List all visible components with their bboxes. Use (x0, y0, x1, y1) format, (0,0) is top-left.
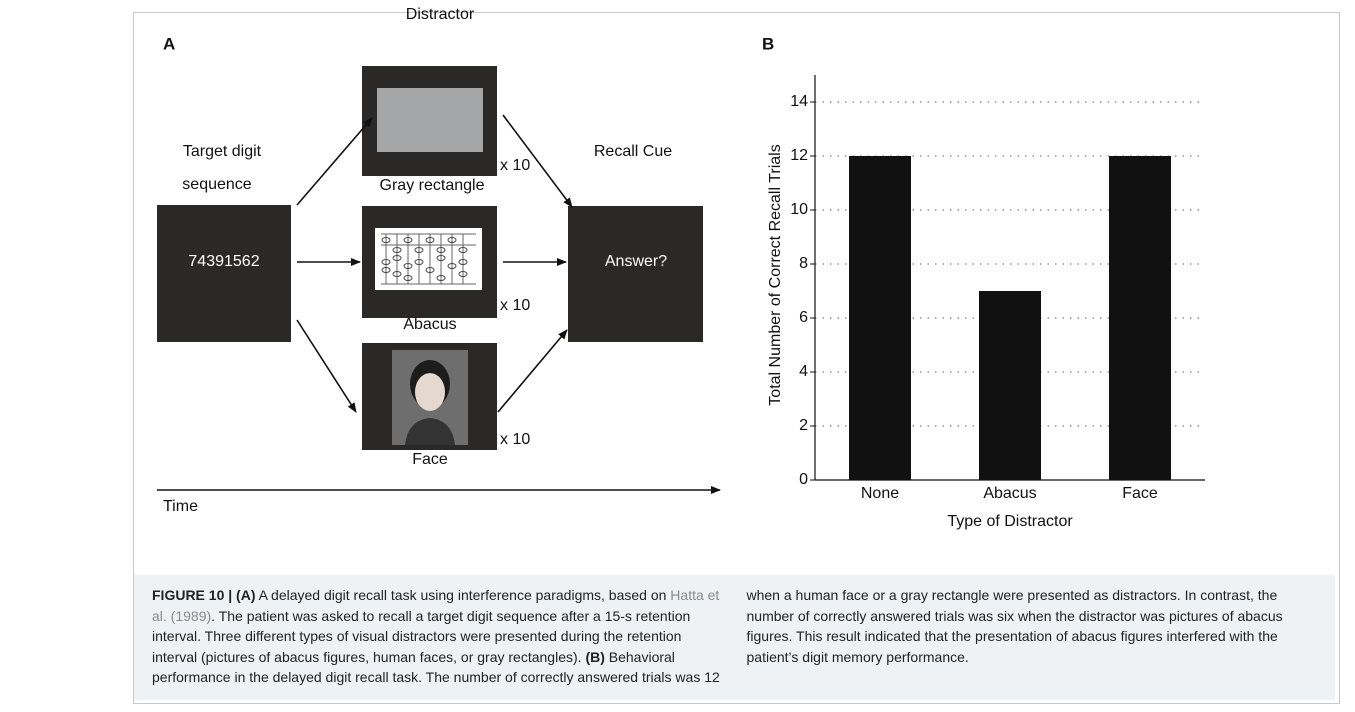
repeat-label: x 10 (500, 297, 530, 314)
time-label: Time (163, 498, 198, 515)
y-tick-label: 0 (799, 471, 808, 488)
figure: A Distractor Target digit sequence 74391… (0, 0, 1355, 575)
caption: FIGURE 10 | (A) A delayed digit recall t… (134, 575, 1335, 700)
y-axis-label: Total Number of Correct Recall Trials (767, 144, 784, 405)
target-label: Target digit (183, 143, 262, 160)
face-skin (415, 373, 445, 411)
page: A Distractor Target digit sequence 74391… (0, 0, 1355, 712)
target-box (157, 205, 291, 342)
panel-label: A (163, 34, 175, 53)
target-digits: 74391562 (188, 253, 259, 270)
bar (849, 156, 911, 480)
distractor-name: Abacus (403, 316, 456, 333)
recall-box (568, 206, 703, 342)
caption-run: (B) (585, 649, 604, 665)
y-tick-label: 10 (790, 201, 808, 218)
distractor-name: Gray rectangle (380, 177, 485, 194)
panel-label: B (762, 34, 774, 53)
y-tick-label: 8 (799, 255, 808, 272)
y-tick-label: 12 (790, 147, 808, 164)
bar (1109, 156, 1171, 480)
x-tick-label: Abacus (983, 485, 1036, 502)
distractor-name: Face (412, 451, 448, 468)
recall-label: Recall Cue (594, 143, 672, 160)
y-tick-label: 14 (790, 93, 808, 110)
plot: 0 2 4 6 8 10 12 14 None Abacus Face (790, 75, 1205, 502)
bar (979, 291, 1041, 480)
target-label: sequence (182, 176, 251, 193)
gray-rectangle (377, 88, 483, 152)
y-tick-label: 6 (799, 309, 808, 326)
repeat-label: x 10 (500, 157, 530, 174)
distractor-header: Distractor (406, 6, 475, 23)
y-tick-label: 4 (799, 363, 808, 380)
x-tick-label: None (861, 485, 899, 502)
caption-run: FIGURE 10 | (A) (152, 587, 255, 603)
caption-run: A delayed digit recall task using interf… (255, 587, 670, 603)
x-axis-label: Type of Distractor (947, 513, 1073, 530)
x-tick-label: Face (1122, 485, 1158, 502)
y-tick-label: 2 (799, 417, 808, 434)
recall-text: Answer? (605, 253, 667, 270)
repeat-label: x 10 (500, 431, 530, 448)
